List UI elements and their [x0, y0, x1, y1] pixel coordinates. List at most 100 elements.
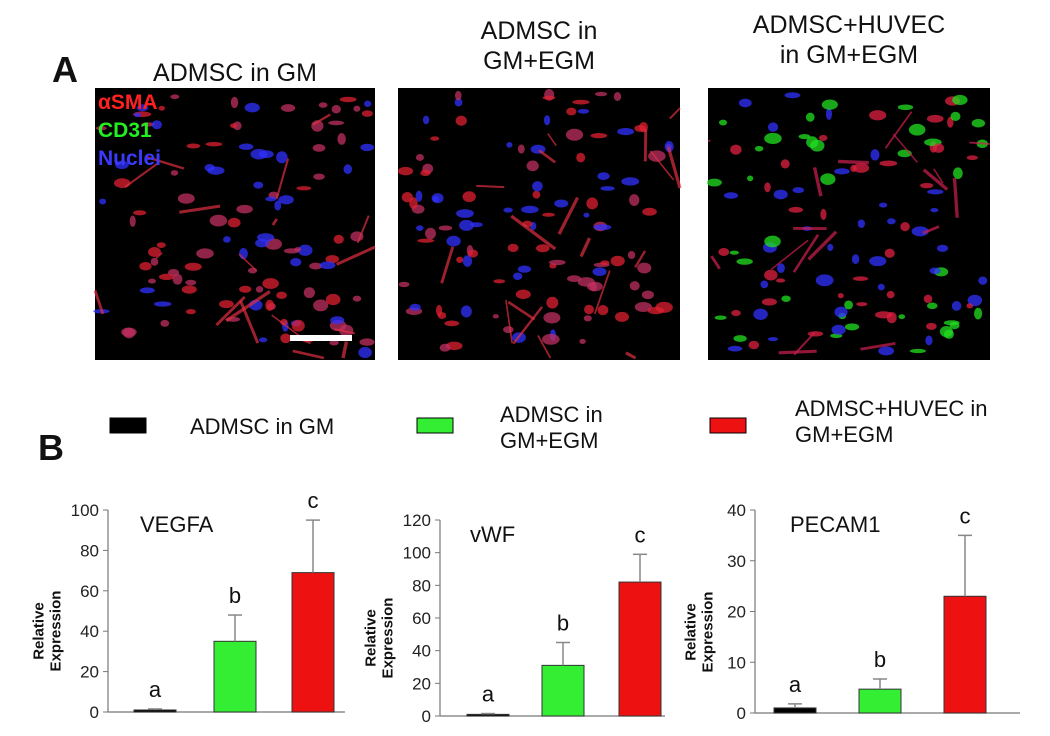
cell: [614, 311, 629, 322]
cell: [617, 127, 635, 136]
fiber: [922, 225, 940, 235]
cell: [415, 190, 423, 202]
cell: [788, 206, 804, 213]
cell: [621, 177, 640, 186]
cell: [239, 285, 252, 293]
chart-title: PECAM1: [790, 512, 880, 537]
cell: [925, 322, 937, 330]
cell: [923, 294, 933, 304]
cell: [753, 308, 768, 320]
cell: [181, 285, 197, 294]
cell: [521, 205, 539, 214]
cell: [851, 254, 860, 265]
fiber: [634, 250, 647, 268]
cell: [821, 99, 838, 110]
chart-title: vWF: [470, 522, 515, 547]
cell: [967, 294, 983, 307]
cell: [123, 327, 136, 339]
cell: [952, 94, 968, 106]
cell: [600, 186, 615, 191]
cell: [718, 248, 730, 256]
cell: [820, 208, 827, 220]
cell: [99, 198, 107, 205]
cell: [887, 218, 896, 225]
cell: [610, 255, 625, 267]
cell: [265, 238, 282, 250]
y-tick-label: 60: [412, 609, 431, 628]
fiber: [334, 328, 356, 335]
cell: [629, 194, 640, 206]
cell: [115, 160, 129, 170]
cell: [339, 96, 357, 103]
cell: [543, 312, 561, 324]
cell: [600, 260, 610, 266]
cell: [886, 290, 895, 299]
cell: [642, 207, 657, 216]
bar: [291, 572, 335, 713]
cell: [361, 110, 373, 117]
bar: [213, 640, 257, 713]
cell: [966, 155, 978, 161]
cell: [820, 173, 836, 185]
cell: [352, 295, 362, 302]
cell: [177, 193, 195, 204]
cell: [572, 99, 590, 105]
cell: [773, 189, 788, 200]
fiber: [275, 158, 290, 200]
cell: [900, 221, 910, 232]
panel-label: B: [38, 427, 64, 468]
cell: [613, 92, 622, 101]
significance-letter: c: [308, 488, 319, 513]
cell: [926, 302, 938, 310]
cell: [184, 262, 202, 271]
cell: [238, 143, 254, 150]
legend-swatch: [709, 417, 747, 434]
y-tick-label: 0: [737, 704, 746, 723]
cell: [398, 281, 410, 288]
fiber: [238, 253, 257, 272]
cell: [542, 95, 556, 100]
cell: [844, 323, 860, 331]
fiber: [812, 167, 823, 197]
significance-letter: a: [482, 682, 495, 707]
fiber: [770, 239, 809, 271]
cell: [798, 134, 811, 140]
cell: [727, 345, 743, 352]
fiber: [179, 204, 221, 214]
fiber: [505, 299, 513, 344]
cell: [597, 172, 610, 180]
cell: [359, 338, 375, 346]
cell: [543, 115, 551, 126]
cell: [886, 312, 897, 324]
y-tick-label: 40: [80, 622, 99, 641]
cell: [908, 123, 926, 136]
cell: [777, 263, 785, 274]
cell: [312, 144, 326, 152]
bar: [618, 581, 662, 717]
significance-letter: a: [789, 672, 802, 697]
cell: [933, 143, 945, 153]
cell: [398, 166, 414, 176]
fiber: [292, 349, 325, 360]
cell: [974, 307, 983, 320]
cell: [884, 248, 895, 258]
cell: [536, 244, 550, 253]
cell: [333, 234, 344, 244]
cell: [897, 104, 914, 111]
significance-letter: a: [149, 677, 162, 702]
cell: [939, 326, 953, 338]
cell: [205, 141, 223, 147]
cell: [517, 144, 525, 154]
cell: [810, 139, 825, 152]
fiber: [952, 177, 959, 218]
cell: [158, 105, 166, 111]
cell: [764, 182, 771, 193]
fiber: [557, 196, 580, 235]
cell: [280, 104, 296, 112]
cell: [325, 255, 340, 264]
y-tick-label: 80: [80, 541, 99, 560]
fiber: [547, 133, 557, 147]
cell: [870, 149, 880, 161]
cell: [512, 272, 523, 280]
